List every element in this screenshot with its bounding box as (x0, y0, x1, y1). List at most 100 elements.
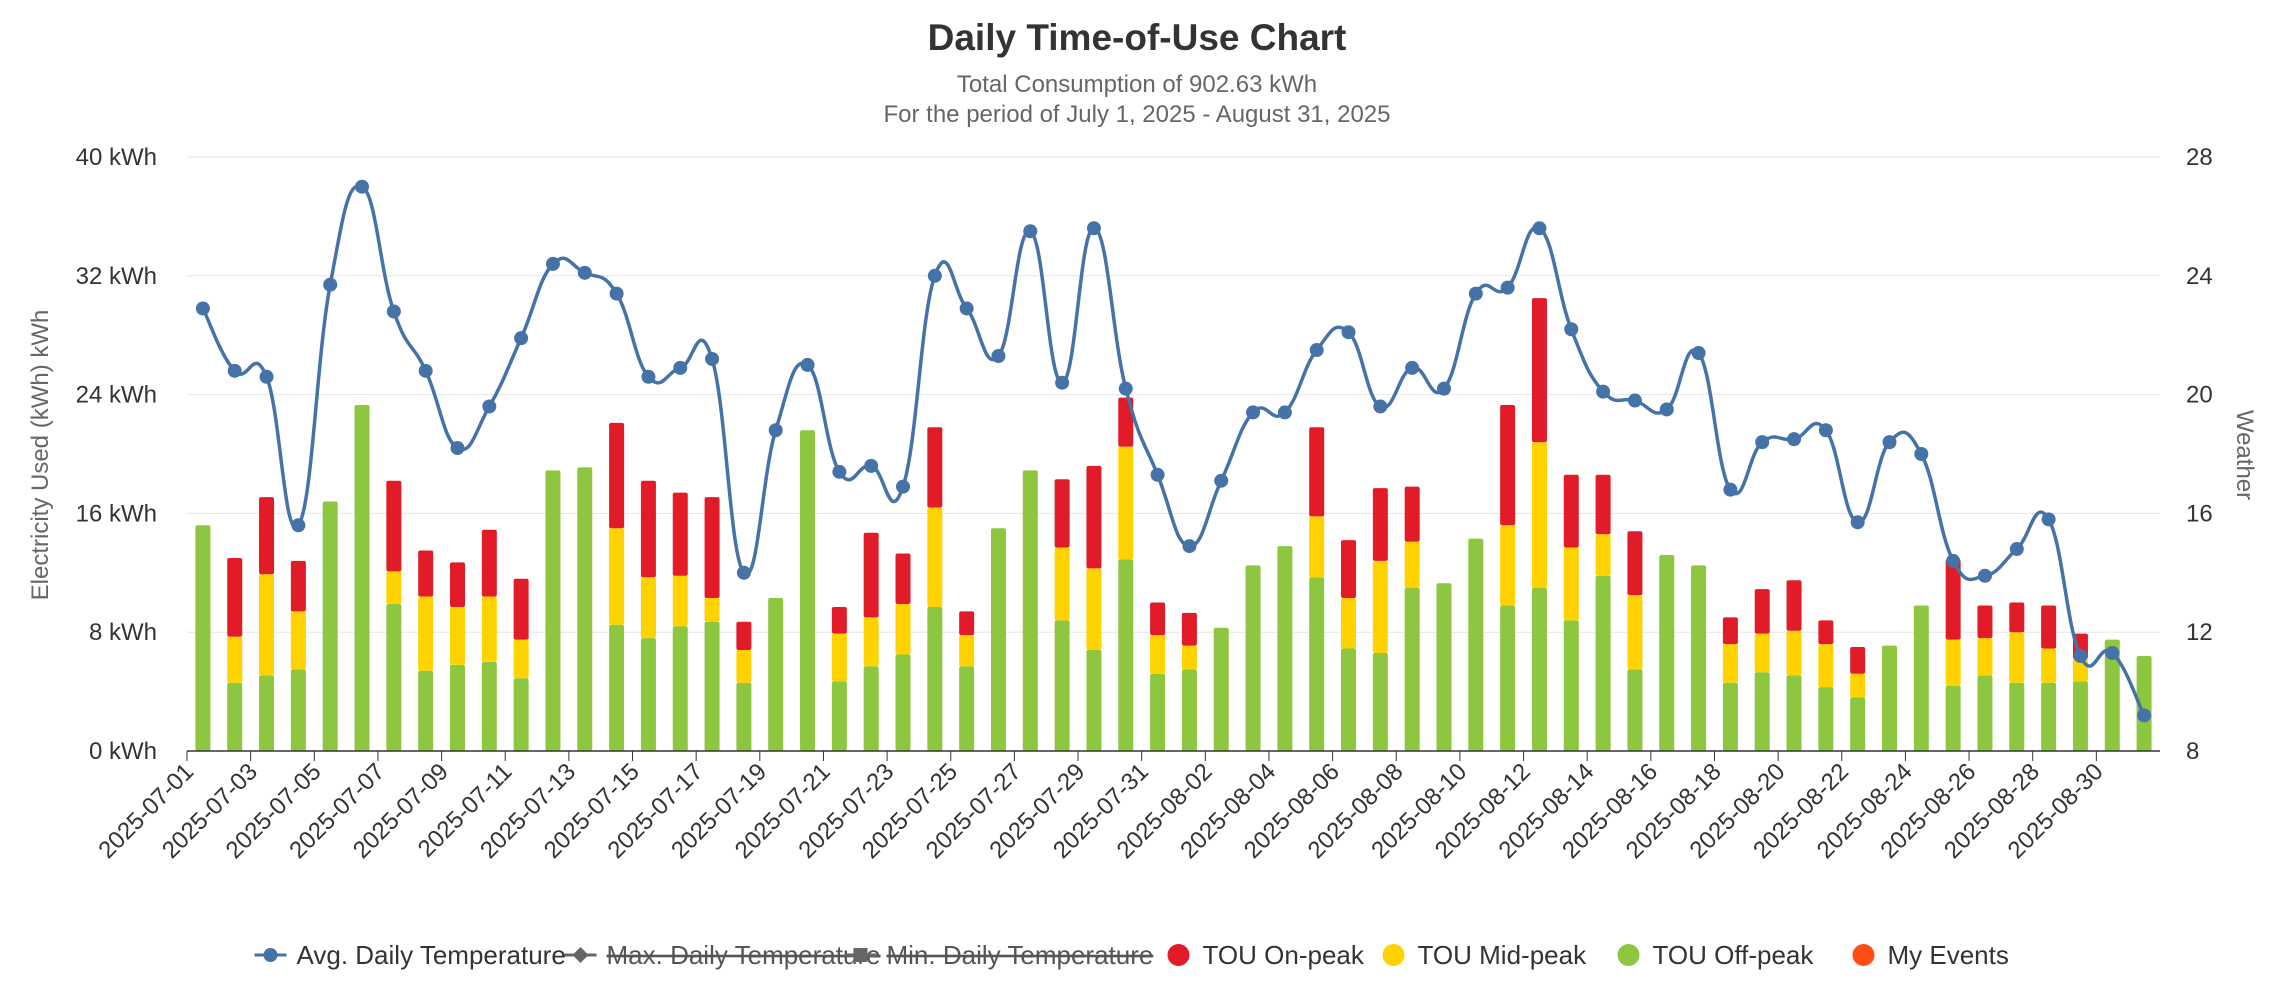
bar-tou-on-peak (1086, 465, 1102, 569)
bar-tou-off-peak (1341, 648, 1357, 751)
bar-tou-off-peak (1213, 627, 1229, 751)
bar-tou-off-peak (927, 606, 943, 751)
temperature-point (864, 458, 879, 473)
bar-tou-on-peak (513, 578, 529, 640)
bar-tou-on-peak (672, 492, 688, 576)
bar-tou-off-peak (1309, 577, 1325, 751)
bar-series (195, 298, 2152, 751)
bar-tou-on-peak (1500, 404, 1516, 526)
temperature-point (991, 348, 1006, 363)
temperature-point (482, 399, 497, 414)
temperature-point (609, 286, 624, 301)
bar-tou-on-peak (959, 611, 975, 636)
temperature-point (768, 423, 783, 438)
bar-tou-off-peak (449, 664, 465, 751)
bar-tou-off-peak (609, 624, 625, 751)
bar-tou-off-peak (1436, 583, 1452, 751)
bar-tou-on-peak (290, 560, 306, 612)
legend-item-min-daily-temperature[interactable]: Min. Daily Temperature (844, 940, 1154, 970)
legend-item-max-daily-temperature[interactable]: Max. Daily Temperature (564, 940, 881, 970)
bar-tou-on-peak (1818, 620, 1834, 645)
y-tick-label-left: 24 kWh (76, 382, 157, 409)
bar-tou-off-peak (1595, 575, 1611, 751)
bar-tou-off-peak (990, 528, 1006, 751)
bar-tou-mid-peak (1786, 630, 1802, 676)
bar-tou-off-peak (1977, 675, 1993, 751)
temperature-point (1787, 432, 1802, 447)
legend-item-tou-on-peak[interactable]: TOU On-peak (1167, 940, 1365, 970)
bar-tou-off-peak (513, 678, 529, 751)
bar-tou-mid-peak (1850, 673, 1866, 698)
temperature-point (1468, 286, 1483, 301)
bar-tou-off-peak (1372, 652, 1388, 751)
bar-tou-off-peak (1913, 605, 1929, 751)
temperature-point (959, 301, 974, 316)
temperature-point (1055, 375, 1070, 390)
bar-tou-mid-peak (1977, 638, 1993, 676)
bar-tou-off-peak (2136, 655, 2152, 751)
legend-label: TOU Off-peak (1653, 940, 1815, 970)
bar-tou-mid-peak (1722, 644, 1738, 683)
bar-tou-on-peak (1563, 474, 1579, 548)
y-tick-label-left: 40 kWh (76, 144, 157, 171)
legend-item-my-events[interactable]: My Events (1852, 940, 2009, 970)
temperature-point (1309, 343, 1324, 358)
bar-tou-off-peak (1850, 697, 1866, 751)
legend: Avg. Daily Temperature Max. Daily Tempera… (254, 940, 2009, 970)
legend-item-tou-mid-peak[interactable]: TOU Mid-peak (1382, 940, 1588, 970)
bar-tou-off-peak (895, 654, 911, 751)
temperature-point (1627, 393, 1642, 408)
temperature-point (1755, 435, 1770, 450)
temperature-point (2137, 708, 2152, 723)
chart-subtitle-consumption: Total Consumption of 902.63 kWh (957, 71, 1317, 98)
bar-tou-on-peak (1150, 602, 1166, 636)
bar-tou-mid-peak (672, 575, 688, 627)
legend-item-tou-off-peak[interactable]: TOU Off-peak (1617, 940, 1815, 970)
temperature-point (1723, 482, 1738, 497)
temperature-point (1086, 221, 1101, 236)
bar-tou-on-peak (895, 553, 911, 604)
bar-tou-on-peak (1372, 488, 1388, 561)
temperature-point (896, 479, 911, 494)
bar-tou-off-peak (481, 661, 497, 751)
bar-tou-off-peak (1818, 687, 1834, 751)
temperature-point (1500, 280, 1515, 295)
legend-label: My Events (1888, 940, 2009, 970)
temperature-point (545, 256, 560, 271)
bar-tou-mid-peak (1945, 639, 1961, 686)
bar-tou-off-peak (1404, 587, 1420, 751)
bar-tou-on-peak (1341, 540, 1357, 599)
bar-tou-mid-peak (736, 650, 752, 683)
temperature-point (1341, 325, 1356, 340)
bar-tou-off-peak (736, 682, 752, 751)
bar-tou-off-peak (1500, 605, 1516, 751)
temperature-point (832, 464, 847, 479)
temperature-point (1373, 399, 1388, 414)
bar-tou-mid-peak (895, 603, 911, 655)
bar-tou-on-peak (1181, 612, 1197, 646)
temperature-point (1818, 423, 1833, 438)
bar-tou-on-peak (1404, 486, 1420, 542)
temperature-point (1946, 553, 1961, 568)
bar-tou-off-peak (1945, 685, 1961, 751)
bar-tou-off-peak (577, 467, 593, 751)
bar-tou-mid-peak (449, 606, 465, 665)
bar-tou-off-peak (1786, 675, 1802, 751)
temperature-point (1277, 405, 1292, 420)
temperature-point (259, 369, 274, 384)
temperature-point (577, 265, 592, 280)
bar-tou-mid-peak (1086, 568, 1102, 651)
bar-tou-off-peak (831, 681, 847, 751)
bar-tou-on-peak (1786, 580, 1802, 631)
temperature-point (1659, 402, 1674, 417)
legend-circle-icon (263, 948, 278, 962)
bar-tou-on-peak (2041, 605, 2057, 649)
temperature-point (291, 518, 306, 533)
legend-label: Avg. Daily Temperature (297, 940, 566, 970)
bar-tou-off-peak (1022, 470, 1038, 751)
bar-tou-off-peak (2104, 639, 2120, 751)
bar-tou-off-peak (2041, 682, 2057, 751)
temperature-point (2105, 645, 2120, 660)
legend-item-avg-daily-temperature[interactable]: Avg. Daily Temperature (254, 940, 566, 970)
bar-tou-on-peak (863, 532, 879, 618)
